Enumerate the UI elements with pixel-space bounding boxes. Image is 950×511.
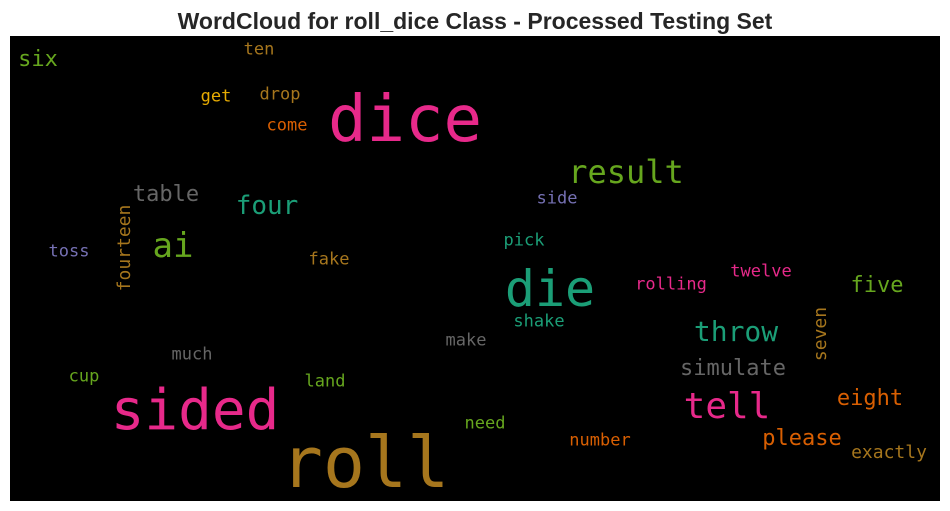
- word-exactly: exactly: [851, 442, 927, 463]
- word-throw: throw: [693, 315, 779, 348]
- word-please: please: [762, 426, 842, 451]
- word-twelve: twelve: [730, 261, 792, 282]
- word-shake: shake: [513, 311, 565, 332]
- word-result: result: [568, 153, 684, 191]
- word-six: six: [18, 47, 58, 72]
- word-seven: seven: [810, 306, 831, 362]
- word-dice: dice: [327, 83, 483, 157]
- word-simulate: simulate: [680, 356, 786, 381]
- word-toss: toss: [48, 241, 90, 262]
- word-eight: eight: [836, 386, 904, 411]
- word-fake: fake: [308, 249, 350, 270]
- word-ai: ai: [152, 226, 194, 266]
- word-drop: drop: [259, 84, 301, 105]
- word-four: four: [235, 191, 299, 221]
- word-number: number: [569, 430, 631, 451]
- word-tell: tell: [683, 386, 771, 427]
- word-cup: cup: [68, 366, 100, 387]
- word-land: land: [304, 371, 346, 392]
- word-die: die: [504, 260, 596, 318]
- wordcloud-canvas: dice roll sided die result tell ai throw four sim…: [10, 36, 940, 501]
- word-fourteen: fourteen: [114, 204, 135, 292]
- word-ten: ten: [243, 39, 275, 60]
- word-sided: sided: [110, 378, 280, 443]
- word-five: five: [850, 273, 904, 298]
- word-pick: pick: [503, 230, 545, 251]
- word-much: much: [171, 344, 213, 365]
- word-need: need: [464, 413, 506, 434]
- word-rolling: rolling: [635, 274, 707, 295]
- word-roll: roll: [280, 422, 450, 501]
- word-table: table: [132, 182, 200, 207]
- word-side: side: [536, 188, 578, 209]
- word-make: make: [445, 330, 487, 351]
- word-come: come: [266, 115, 308, 136]
- word-get: get: [200, 86, 232, 107]
- chart-title: WordCloud for roll_dice Class - Processe…: [177, 8, 773, 34]
